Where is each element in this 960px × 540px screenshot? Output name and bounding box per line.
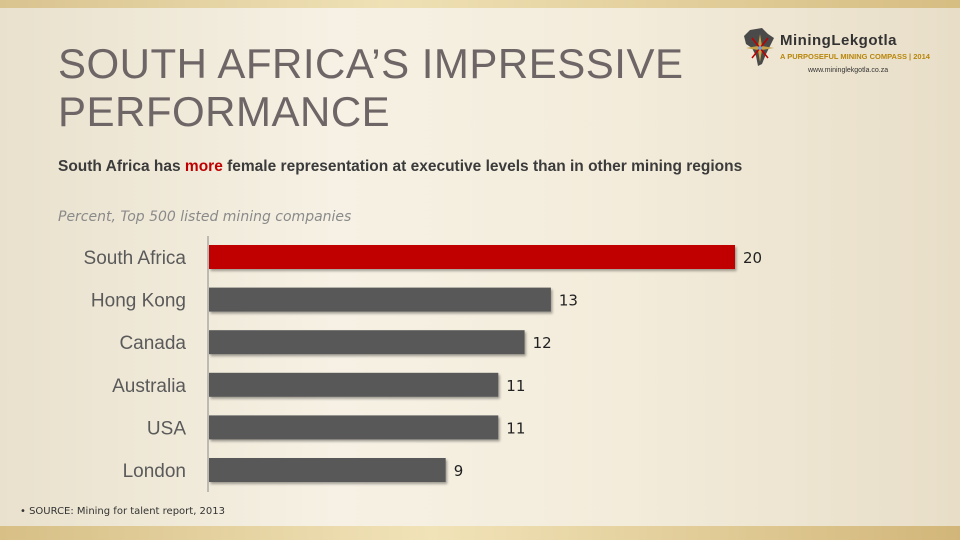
subtitle-pre: South Africa has [58,158,185,175]
category-label: London [123,461,186,482]
slide-subtitle: South Africa has more female representat… [58,158,742,176]
slide-title: SOUTH AFRICA’S IMPRESSIVE PERFORMANCE [58,40,718,136]
subtitle-post: female representation at executive level… [222,158,743,175]
category-label: Australia [112,376,186,397]
bar-canada [209,330,525,355]
bar-usa [209,415,499,440]
top-decor-band [0,0,960,8]
value-label: 13 [559,292,578,310]
value-label: 11 [506,419,525,437]
value-label: 11 [506,377,525,395]
logo-tagline: A PURPOSEFUL MINING COMPASS | 2014 [780,52,930,61]
bar-london [209,458,446,482]
bar-australia [209,372,499,397]
subtitle-highlight: more [184,158,223,175]
value-label: 20 [743,249,762,267]
africa-compass-icon [744,28,774,66]
title-line-1: SOUTH AFRICA’S IMPRESSIVE [58,40,684,87]
value-label: 12 [533,334,552,352]
bar-south-africa [209,245,735,269]
category-label: Canada [119,333,186,354]
logo: MiningLekgotla A PURPOSEFUL MINING COMPA… [742,22,942,82]
title-line-2: PERFORMANCE [58,88,391,135]
units-note: Percent, Top 500 listed mining companies [58,209,352,225]
value-label: 9 [454,462,464,480]
bar-hong-kong [209,287,551,312]
bottom-decor-band [0,526,960,540]
source-note: • SOURCE: Mining for talent report, 2013 [20,506,225,517]
category-label: USA [147,418,186,439]
logo-url: www.mininglekgotla.co.za [808,67,889,74]
logo-name: MiningLekgotla [780,32,897,49]
bars-group: South Africa 20 Hong Kong 13 Canada 12 Austral… [84,245,762,482]
category-label: Hong Kong [91,291,186,312]
category-label: South Africa [84,248,187,269]
